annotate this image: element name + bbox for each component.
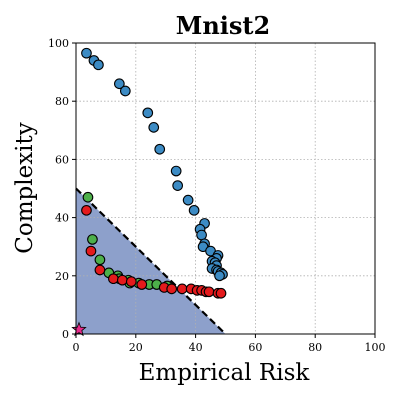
- data-point-series-3: [203, 286, 215, 298]
- data-point-series-1: [119, 85, 131, 97]
- data-point-series-1: [154, 143, 166, 155]
- data-point-series-1: [142, 107, 154, 119]
- chart-title: Mnist2: [176, 11, 270, 40]
- y-tick-label: 0: [62, 328, 69, 341]
- x-tick-label: 80: [308, 341, 322, 354]
- x-tick-label: 60: [248, 341, 262, 354]
- data-point-series-3: [125, 276, 137, 287]
- data-point-series-3: [108, 273, 119, 285]
- star-point: [71, 321, 87, 337]
- x-tick-label: 0: [73, 341, 80, 354]
- data-point-series-3: [136, 279, 148, 290]
- y-tick-label: 40: [55, 212, 69, 225]
- data-point-series-1: [196, 229, 207, 241]
- y-axis-label: Complexity: [12, 122, 38, 254]
- data-point-series-3: [176, 283, 188, 295]
- x-tick-label: 100: [365, 341, 386, 354]
- data-point-series-1: [170, 165, 182, 177]
- data-point-series-2: [94, 254, 106, 266]
- data-point-series-1: [114, 78, 125, 90]
- data-point-series-1: [188, 204, 200, 216]
- data-point-series-1: [172, 180, 184, 191]
- data-point-series-2: [82, 191, 94, 203]
- data-point-series-3: [85, 245, 97, 257]
- data-point-series-3: [94, 264, 106, 276]
- data-point-series-1: [81, 47, 92, 59]
- data-point-series-2: [87, 234, 98, 245]
- plot-frame: [75, 42, 376, 335]
- y-tick-label: 60: [55, 153, 69, 166]
- data-point-series-3: [81, 204, 92, 216]
- boundary-line: [75, 187, 227, 335]
- data-point-series-1: [182, 194, 194, 206]
- data-point-series-1: [93, 59, 104, 71]
- data-point-series-3: [116, 274, 128, 286]
- data-point-series-3: [166, 283, 178, 295]
- y-tick-label: 80: [55, 95, 69, 108]
- y-tick-label: 100: [48, 37, 69, 50]
- data-point-series-3: [215, 287, 227, 299]
- x-tick-label: 20: [129, 341, 143, 354]
- y-tick-label: 20: [55, 270, 69, 283]
- x-tick-label: 40: [189, 341, 203, 354]
- x-axis-label: Empirical Risk: [139, 360, 311, 386]
- data-point-series-1: [148, 122, 160, 133]
- data-point-series-1: [214, 270, 225, 282]
